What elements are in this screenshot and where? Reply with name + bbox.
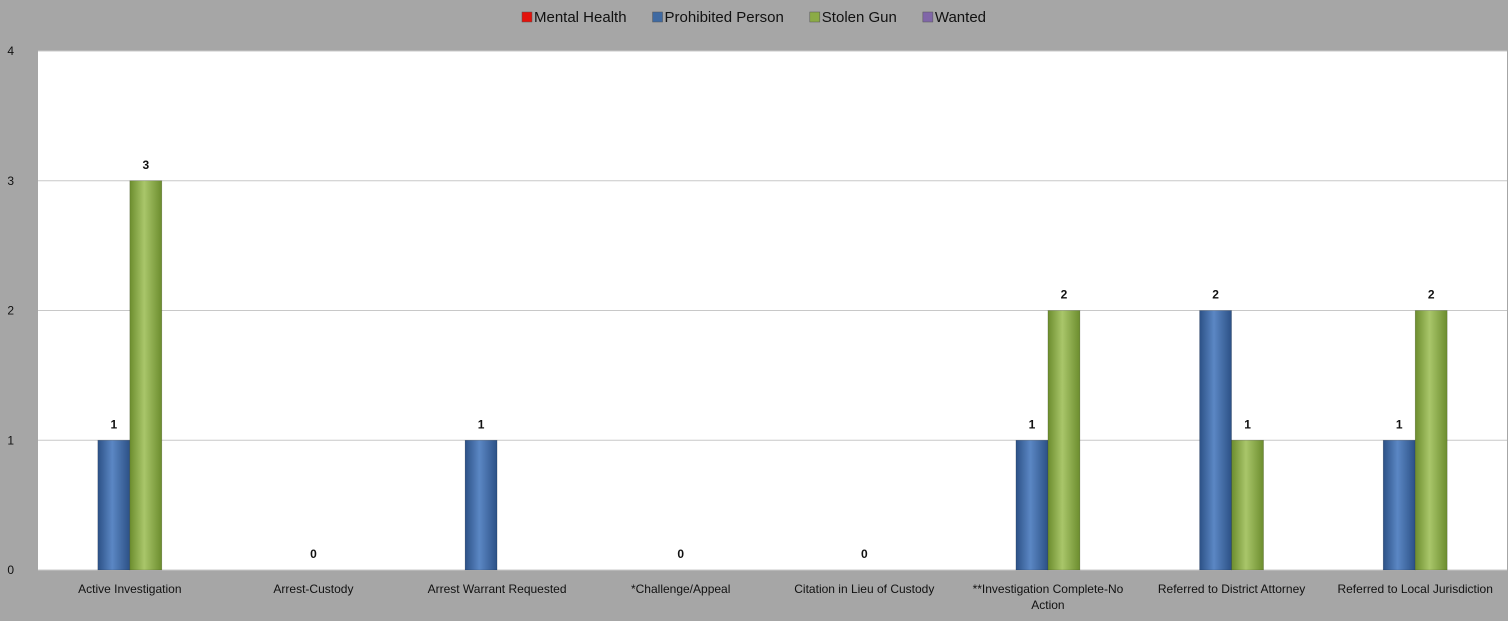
x-category-label: *Challenge/Appeal	[631, 582, 730, 596]
bar-prohibited-person	[97, 439, 131, 571]
x-category-label: Referred to Local Jurisdiction	[1337, 582, 1492, 596]
legend-item-wanted: Wanted	[922, 9, 986, 26]
x-category-label: Referred to District Attorney	[1158, 582, 1305, 596]
x-category-label: Arrest-Custody	[273, 582, 353, 596]
data-label: 2	[1212, 288, 1219, 302]
y-tick-label: 2	[7, 304, 14, 318]
x-category-label: **Investigation Complete-No Action	[973, 582, 1124, 612]
x-axis-categories: Active Investigation Arrest-Custody Arrest…	[78, 582, 1493, 612]
data-labels: 1 3 0 1 0 0 1 2 2 1 1 2	[110, 158, 1434, 561]
legend: Mental Health Prohibited Person Stolen Gun…	[521, 9, 986, 26]
data-label: 1	[110, 417, 117, 431]
legend-swatch	[809, 11, 821, 23]
y-tick-label: 3	[7, 174, 14, 188]
y-axis-ticks: 0 1 2 3 4	[7, 44, 14, 577]
data-label: 1	[1396, 417, 1403, 431]
x-category-label: Arrest Warrant Requested	[428, 582, 567, 596]
data-label: 2	[1061, 288, 1068, 302]
data-label: 1	[1244, 417, 1251, 431]
legend-swatch	[521, 11, 533, 23]
legend-swatch	[922, 11, 934, 23]
x-category-label: Active Investigation	[78, 582, 181, 596]
legend-label: Wanted	[935, 9, 986, 26]
data-label: 1	[478, 417, 485, 431]
bar-stolen-gun	[1047, 310, 1081, 571]
data-label: 1	[1029, 417, 1036, 431]
y-tick-label: 1	[7, 433, 14, 447]
y-tick-label: 0	[7, 563, 14, 577]
bar-prohibited-person	[1199, 310, 1232, 571]
bar-prohibited-person	[1382, 439, 1416, 571]
legend-item-mental-health: Mental Health	[521, 9, 627, 26]
bar-prohibited-person	[464, 439, 498, 571]
x-category-label: Citation in Lieu of Custody	[794, 582, 934, 596]
legend-swatch	[652, 11, 663, 23]
bar-stolen-gun	[129, 180, 163, 571]
bars	[97, 180, 1448, 571]
data-label: 2	[1428, 288, 1435, 302]
bar-prohibited-person	[1015, 439, 1049, 571]
zero-data-label: 0	[677, 547, 684, 561]
legend-label: Prohibited Person	[665, 9, 784, 26]
legend-item-prohibited-person: Prohibited Person	[652, 9, 784, 26]
zero-data-label: 0	[861, 547, 868, 561]
legend-label: Mental Health	[534, 9, 627, 26]
zero-data-label: 0	[310, 547, 317, 561]
y-tick-label: 4	[7, 44, 14, 58]
data-label: 3	[142, 158, 149, 172]
bar-stolen-gun	[1414, 310, 1448, 571]
bar-stolen-gun	[1231, 439, 1264, 571]
legend-item-stolen-gun: Stolen Gun	[809, 9, 897, 26]
legend-label: Stolen Gun	[822, 9, 897, 26]
